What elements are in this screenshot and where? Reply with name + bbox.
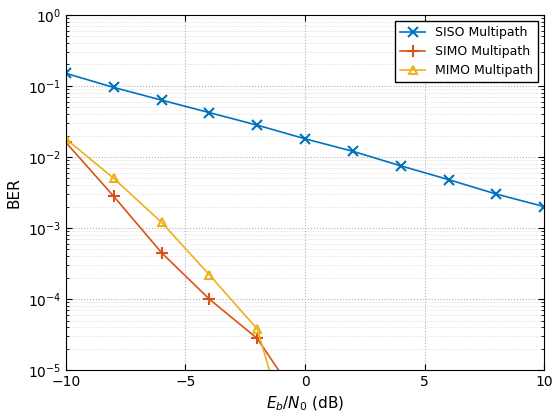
- SIMO Multipath: [254, 336, 260, 341]
- SIMO Multipath: [206, 297, 213, 302]
- SISO Multipath: [398, 163, 404, 168]
- SISO Multipath: [63, 71, 69, 76]
- SISO Multipath: [302, 136, 309, 141]
- SISO Multipath: [349, 149, 356, 154]
- SIMO Multipath: [158, 250, 165, 255]
- SISO Multipath: [158, 97, 165, 102]
- Line: SIMO Multipath: SIMO Multipath: [60, 137, 311, 415]
- MIMO Multipath: [110, 176, 117, 181]
- SISO Multipath: [110, 85, 117, 90]
- SIMO Multipath: [302, 407, 309, 412]
- Line: SISO Multipath: SISO Multipath: [61, 68, 549, 212]
- SISO Multipath: [445, 177, 452, 182]
- SISO Multipath: [206, 110, 213, 115]
- SISO Multipath: [254, 123, 260, 128]
- MIMO Multipath: [158, 220, 165, 225]
- Legend: SISO Multipath, SIMO Multipath, MIMO Multipath: SISO Multipath, SIMO Multipath, MIMO Mul…: [395, 21, 538, 82]
- Line: MIMO Multipath: MIMO Multipath: [62, 135, 285, 414]
- MIMO Multipath: [206, 272, 213, 277]
- SISO Multipath: [493, 192, 500, 197]
- X-axis label: $E_b/N_0$ (dB): $E_b/N_0$ (dB): [266, 395, 344, 413]
- SIMO Multipath: [110, 194, 117, 199]
- MIMO Multipath: [254, 326, 260, 331]
- SISO Multipath: [541, 204, 548, 209]
- MIMO Multipath: [278, 407, 284, 412]
- MIMO Multipath: [63, 136, 69, 141]
- SIMO Multipath: [63, 140, 69, 145]
- Y-axis label: BER: BER: [7, 177, 22, 208]
